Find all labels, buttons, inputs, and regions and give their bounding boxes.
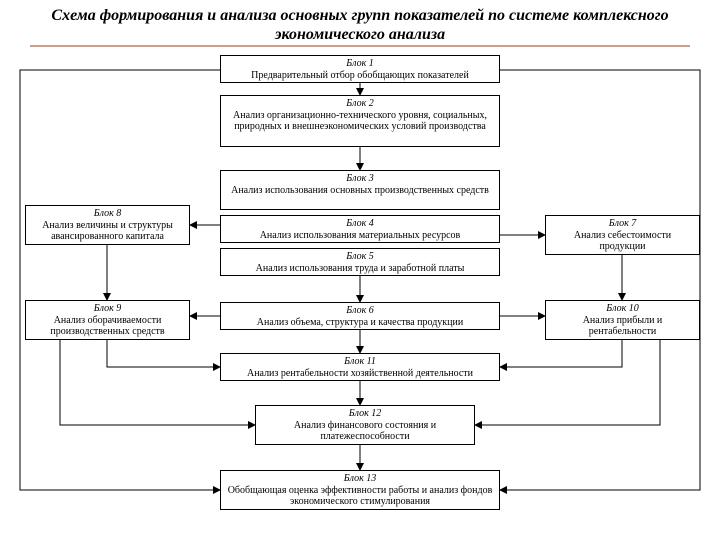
block-b5: Блок 5Анализ использования труда и зараб… (220, 248, 500, 276)
block-text: Анализ оборачиваемости производственных … (30, 315, 185, 338)
block-b10: Блок 10Анализ прибыли и рентабельности (545, 300, 700, 340)
block-text: Анализ использования материальных ресурс… (225, 230, 495, 242)
block-header: Блок 5 (225, 251, 495, 263)
block-b8: Блок 8Анализ величины и структуры аванси… (25, 205, 190, 245)
block-b9: Блок 9Анализ оборачиваемости производств… (25, 300, 190, 340)
block-text: Предварительный отбор обобщающих показат… (225, 70, 495, 82)
block-header: Блок 6 (225, 305, 495, 317)
block-b11: Блок 11Анализ рентабельности хозяйственн… (220, 353, 500, 381)
block-header: Блок 13 (225, 473, 495, 485)
block-header: Блок 12 (260, 408, 470, 420)
block-text: Анализ организационно-технического уровн… (225, 110, 495, 133)
block-b2: Блок 2Анализ организационно-технического… (220, 95, 500, 147)
block-b13: Блок 13Обобщающая оценка эффективности р… (220, 470, 500, 510)
title-underline (30, 45, 690, 47)
block-text: Анализ величины и структуры авансированн… (30, 220, 185, 243)
block-b1: Блок 1Предварительный отбор обобщающих п… (220, 55, 500, 83)
block-header: Блок 7 (550, 218, 695, 230)
block-text: Обобщающая оценка эффективности работы и… (225, 485, 495, 508)
block-header: Блок 8 (30, 208, 185, 220)
block-text: Анализ финансового состояния и платежесп… (260, 420, 470, 443)
block-header: Блок 1 (225, 58, 495, 70)
block-header: Блок 3 (225, 173, 495, 185)
block-text: Анализ себестоимости продукции (550, 230, 695, 253)
block-b6: Блок 6Анализ объема, структура и качеств… (220, 302, 500, 330)
block-header: Блок 9 (30, 303, 185, 315)
block-text: Анализ объема, структура и качества прод… (225, 317, 495, 329)
block-header: Блок 10 (550, 303, 695, 315)
block-text: Анализ использования труда и заработной … (225, 263, 495, 275)
block-b4: Блок 4Анализ использования материальных … (220, 215, 500, 243)
block-header: Блок 2 (225, 98, 495, 110)
block-text: Анализ прибыли и рентабельности (550, 315, 695, 338)
page-title: Схема формирования и анализа основных гр… (0, 0, 720, 46)
block-b3: Блок 3Анализ использования основных прои… (220, 170, 500, 210)
block-header: Блок 4 (225, 218, 495, 230)
block-b12: Блок 12Анализ финансового состояния и пл… (255, 405, 475, 445)
block-text: Анализ рентабельности хозяйственной деят… (225, 368, 495, 380)
block-text: Анализ использования основных производст… (225, 185, 495, 197)
block-header: Блок 11 (225, 356, 495, 368)
block-b7: Блок 7Анализ себестоимости продукции (545, 215, 700, 255)
